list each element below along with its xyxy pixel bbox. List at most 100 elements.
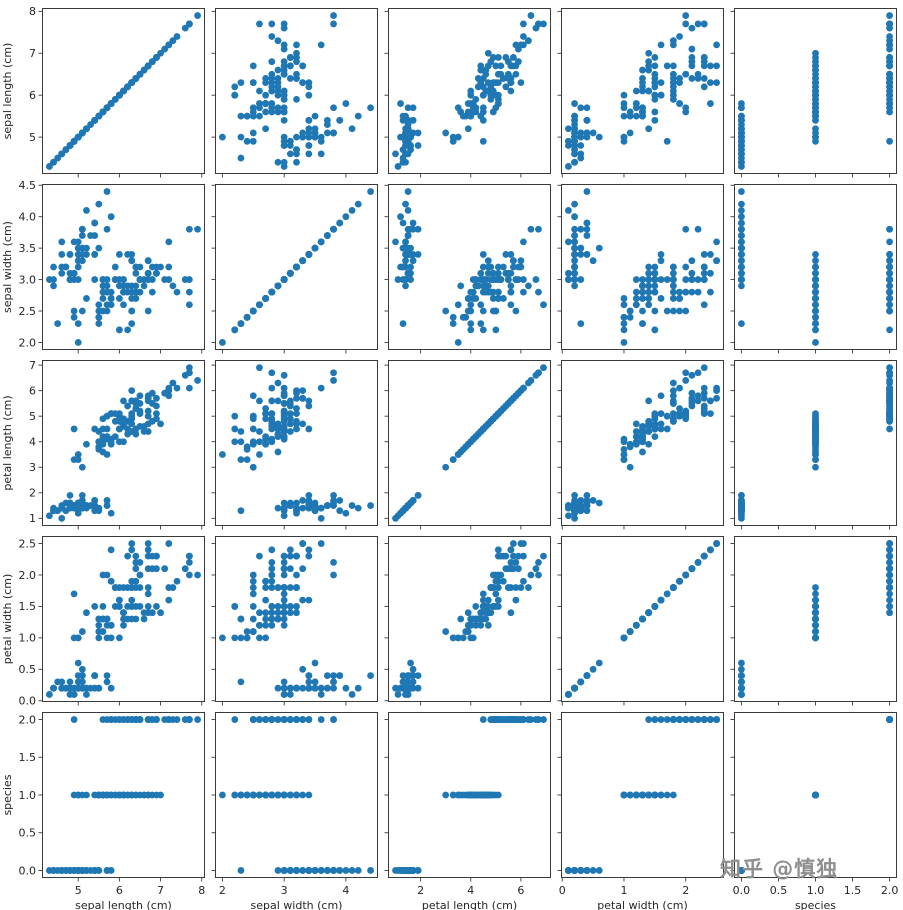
data-point xyxy=(103,451,111,458)
data-point xyxy=(305,83,313,91)
data-point xyxy=(317,238,325,246)
data-point xyxy=(886,108,893,116)
data-point xyxy=(497,571,505,579)
scatter-cell-r1-c3 xyxy=(557,184,724,354)
data-point xyxy=(91,116,99,124)
data-point xyxy=(99,108,107,116)
data-point xyxy=(91,276,99,283)
data-point xyxy=(479,288,487,296)
data-point xyxy=(651,70,659,78)
x-axis-label: petal length (cm) xyxy=(422,899,517,910)
data-point xyxy=(694,369,702,377)
data-point xyxy=(404,251,412,258)
data-point xyxy=(87,121,94,128)
data-point xyxy=(482,87,490,95)
data-point xyxy=(87,502,94,509)
data-point xyxy=(713,257,720,265)
data-point xyxy=(497,70,505,78)
data-point xyxy=(459,112,467,120)
data-point xyxy=(509,394,517,402)
data-point xyxy=(354,684,362,692)
data-point xyxy=(111,95,119,103)
data-point xyxy=(676,405,683,412)
data-point xyxy=(700,251,708,258)
data-point xyxy=(249,791,257,799)
data-point xyxy=(280,410,288,418)
data-point xyxy=(286,54,294,61)
data-point xyxy=(663,307,671,315)
data-point xyxy=(527,12,535,19)
data-point xyxy=(144,394,152,402)
data-point xyxy=(571,269,578,277)
data-point xyxy=(454,104,462,112)
data-point xyxy=(219,133,226,141)
data-point xyxy=(268,584,276,591)
y-tick-label: 7 xyxy=(29,359,36,372)
data-point xyxy=(812,251,819,258)
data-point xyxy=(91,251,99,258)
data-point xyxy=(299,133,307,141)
data-point xyxy=(392,867,399,874)
data-point xyxy=(317,137,325,145)
data-point xyxy=(402,691,409,698)
x-tick-label: 2 xyxy=(682,884,689,897)
data-point xyxy=(454,634,462,642)
data-point xyxy=(280,584,288,591)
data-point xyxy=(669,75,677,82)
data-point xyxy=(669,791,677,799)
data-point xyxy=(494,596,502,604)
data-point xyxy=(738,158,745,166)
data-point xyxy=(274,609,282,617)
data-point xyxy=(595,659,603,667)
data-point xyxy=(95,112,103,120)
data-point xyxy=(515,565,522,573)
data-point xyxy=(512,41,520,49)
data-point xyxy=(515,263,522,271)
data-point xyxy=(367,188,374,195)
data-point xyxy=(632,276,640,283)
data-point xyxy=(336,507,344,515)
data-point xyxy=(487,609,495,617)
data-point xyxy=(535,716,542,723)
data-point xyxy=(120,397,127,405)
data-point xyxy=(330,491,337,499)
data-point xyxy=(738,207,745,214)
data-point xyxy=(639,615,646,623)
data-point xyxy=(128,295,136,302)
data-point xyxy=(262,100,270,107)
data-point xyxy=(487,716,495,723)
data-point xyxy=(70,313,78,321)
data-point xyxy=(299,665,307,673)
data-point xyxy=(577,154,585,162)
data-point xyxy=(262,609,270,617)
watermark: 知乎 @慎独 xyxy=(720,853,900,883)
data-point xyxy=(305,116,313,124)
x-axis-label: species xyxy=(795,899,836,910)
data-point xyxy=(243,445,251,453)
data-point xyxy=(115,91,123,99)
data-point xyxy=(70,137,78,145)
data-point xyxy=(399,219,407,227)
data-point xyxy=(231,438,239,446)
data-point xyxy=(330,672,337,679)
data-point xyxy=(83,125,90,133)
data-point xyxy=(280,590,288,598)
data-point xyxy=(494,288,502,296)
data-point xyxy=(107,288,115,296)
data-point xyxy=(645,295,653,302)
data-point xyxy=(402,200,409,208)
data-point xyxy=(323,121,331,128)
data-point xyxy=(571,263,578,271)
data-point xyxy=(299,791,307,799)
data-point xyxy=(274,615,282,623)
data-point xyxy=(520,276,527,283)
data-point xyxy=(231,91,239,99)
data-point xyxy=(886,410,893,418)
data-point xyxy=(237,615,245,623)
data-point xyxy=(293,603,300,610)
data-point xyxy=(58,150,66,158)
data-point xyxy=(157,420,164,428)
data-point xyxy=(535,20,542,28)
data-point xyxy=(262,577,270,585)
